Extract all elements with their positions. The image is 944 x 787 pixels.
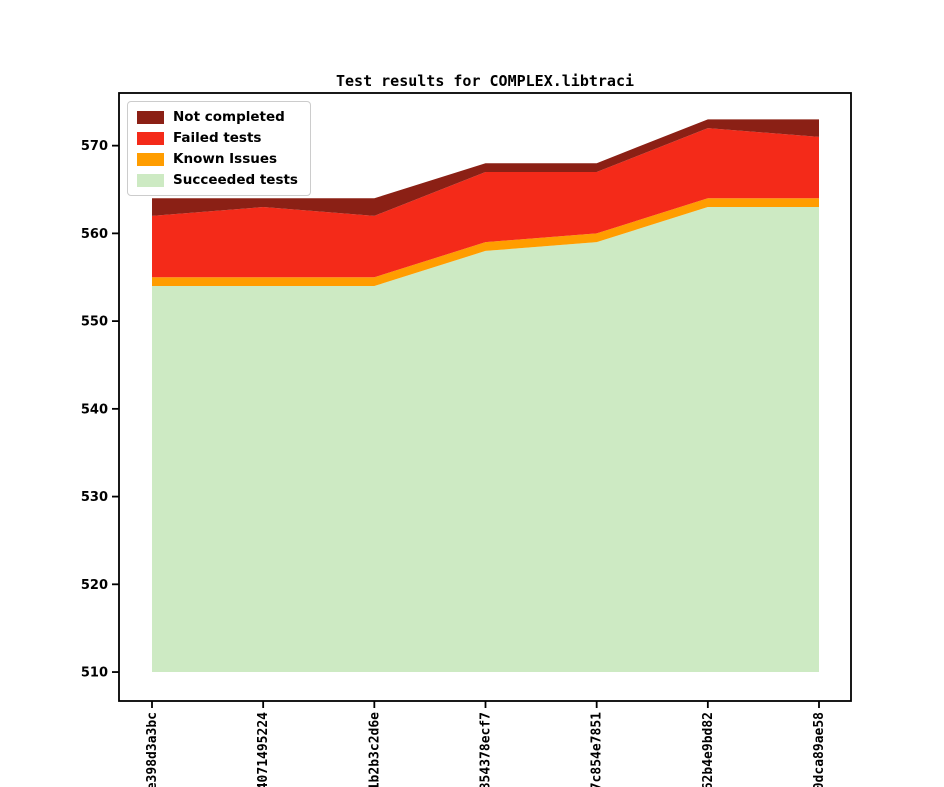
- x-tick-label-commit: -fe398d3a3bc: [145, 712, 160, 787]
- x-tick-label-commit: 91b2b3c2d6e: [367, 712, 382, 787]
- legend-label: Succeeded tests: [173, 172, 298, 188]
- chart-title: Test results for COMPLEX.libtraci: [335, 72, 634, 90]
- x-tick-label-commit: 87c854e7851: [590, 712, 605, 787]
- legend-swatch-icon: [137, 131, 164, 145]
- legend-item: Not completed: [137, 109, 298, 125]
- area-succeeded-tests: [152, 207, 819, 673]
- x-tick-label-commit: -8854378ecf7: [479, 712, 494, 787]
- legend-label: Known Issues: [173, 151, 278, 167]
- y-tick-label: 560: [81, 227, 108, 242]
- area-known-issues: [152, 198, 819, 287]
- legend-label: Failed tests: [173, 130, 262, 146]
- legend-item: Known Issues: [137, 151, 298, 167]
- area-failed-tests: [152, 128, 819, 278]
- legend-swatch-icon: [137, 173, 164, 187]
- legend-swatch-icon: [137, 110, 164, 124]
- legend-item: Succeeded tests: [137, 172, 298, 188]
- y-tick-label: 520: [81, 578, 108, 593]
- y-tick-label: 550: [81, 315, 108, 330]
- x-tick-label-commit: -90dca89ae58: [812, 712, 827, 787]
- x-tick-label-commit: 862b4e9bd82: [701, 712, 716, 787]
- y-tick-label: 510: [81, 666, 108, 681]
- x-tick-label-commit: 44071495224: [256, 712, 271, 787]
- y-tick-label: 530: [81, 490, 108, 505]
- y-tick-label: 570: [81, 139, 108, 154]
- legend-item: Failed tests: [137, 130, 298, 146]
- legend-label: Not completed: [173, 109, 285, 125]
- legend-swatch-icon: [137, 152, 164, 166]
- legend: Not completed Failed tests Known Issues Suc…: [127, 101, 311, 196]
- area-not-completed: [152, 119, 819, 216]
- y-tick-label: 540: [81, 402, 108, 417]
